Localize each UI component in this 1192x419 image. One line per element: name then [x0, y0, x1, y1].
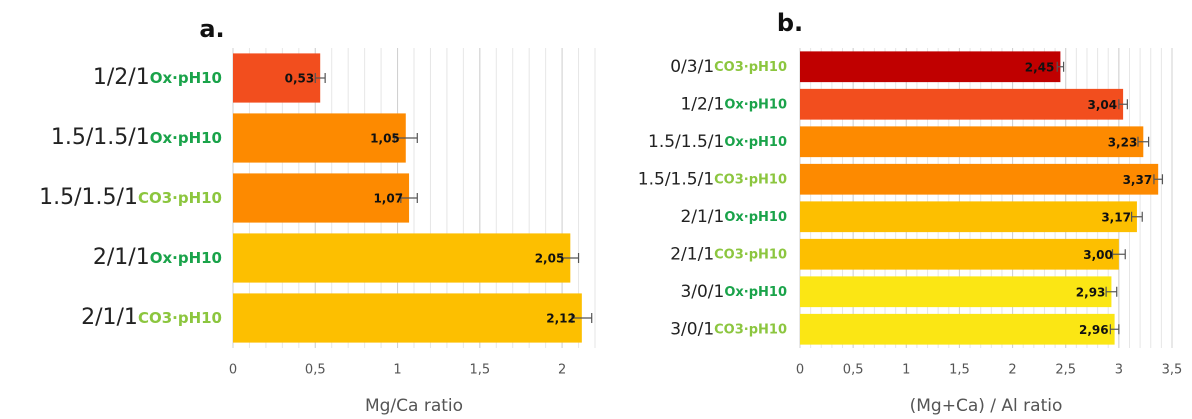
category-label: 1.5/1.5/1CO3·pH10	[39, 185, 222, 210]
category-label: 1/2/1Ox·pH10	[680, 94, 787, 114]
category-name: 1.5/1.5/1	[51, 125, 150, 150]
value-label: 3,17	[1101, 210, 1131, 224]
x-tick-label: 1	[393, 363, 401, 378]
value-label: 3,04	[1087, 98, 1117, 112]
bar	[233, 293, 582, 343]
x-tick-label: 0,5	[843, 363, 864, 378]
panel-title: a.	[199, 15, 224, 43]
category-label: 3/0/1CO3·pH10	[670, 319, 787, 339]
category-label: 1.5/1.5/1Ox·pH10	[51, 125, 222, 150]
category-label: 2/1/1Ox·pH10	[680, 207, 787, 227]
category-suffix: CO3·pH10	[714, 59, 787, 74]
value-label: 1,07	[373, 192, 403, 206]
category-suffix: Ox·pH10	[150, 129, 222, 147]
category-suffix: Ox·pH10	[724, 97, 787, 112]
category-suffix: CO3·pH10	[138, 309, 222, 327]
bar	[800, 51, 1061, 83]
category-suffix: Ox·pH10	[724, 134, 787, 149]
value-label: 3,37	[1123, 173, 1153, 187]
bar	[800, 313, 1115, 345]
bar	[233, 233, 571, 283]
value-label: 1,05	[370, 132, 400, 146]
category-label: 1.5/1.5/1Ox·pH10	[648, 132, 787, 152]
value-label: 2,93	[1076, 285, 1106, 299]
value-label: 2,05	[535, 252, 565, 266]
panel-title: b.	[777, 9, 803, 37]
x-tick-label: 1,5	[949, 363, 970, 378]
category-label: 1/2/1Ox·pH10	[93, 65, 222, 90]
category-name: 0/3/1	[670, 57, 714, 77]
category-suffix: CO3·pH10	[714, 172, 787, 187]
x-tick-label: 3	[1115, 363, 1123, 378]
category-suffix: CO3·pH10	[138, 189, 222, 207]
bar	[233, 113, 406, 163]
category-label: 3/0/1Ox·pH10	[680, 282, 787, 302]
category-label: 2/1/1Ox·pH10	[93, 245, 222, 270]
category-suffix: Ox·pH10	[150, 69, 222, 87]
category-label: 0/3/1CO3·pH10	[670, 57, 787, 77]
category-label: 2/1/1CO3·pH10	[670, 244, 787, 264]
x-tick-label: 0	[229, 363, 237, 378]
category-suffix: CO3·pH10	[714, 247, 787, 262]
bar	[800, 201, 1137, 233]
bar	[233, 53, 321, 103]
x-tick-label: 0	[796, 363, 804, 378]
bar	[800, 276, 1112, 308]
value-label: 0,53	[285, 72, 315, 86]
bar	[800, 238, 1119, 270]
category-suffix: Ox·pH10	[724, 284, 787, 299]
category-suffix: CO3·pH10	[714, 322, 787, 337]
category-label: 2/1/1CO3·pH10	[81, 305, 222, 330]
category-name: 1.5/1.5/1	[39, 185, 138, 210]
bar	[800, 88, 1124, 120]
x-axis-label: (Mg+Ca) / Al ratio	[910, 396, 1063, 416]
category-name: 1.5/1.5/1	[648, 132, 724, 152]
x-tick-label: 1	[902, 363, 910, 378]
category-name: 3/0/1	[680, 282, 724, 302]
category-name: 2/1/1	[680, 207, 724, 227]
category-name: 1/2/1	[93, 65, 150, 90]
category-name: 3/0/1	[670, 319, 714, 339]
value-label: 2,12	[546, 312, 576, 326]
x-tick-label: 1,5	[469, 363, 490, 378]
bar	[800, 163, 1159, 195]
category-suffix: Ox·pH10	[150, 249, 222, 267]
category-name: 1/2/1	[680, 94, 724, 114]
x-axis-label: Mg/Ca ratio	[365, 396, 463, 416]
value-label: 3,23	[1108, 135, 1138, 149]
value-label: 2,45	[1025, 60, 1055, 74]
x-tick-label: 0,5	[305, 363, 326, 378]
category-name: 2/1/1	[93, 245, 150, 270]
bar	[800, 126, 1144, 158]
category-name: 2/1/1	[81, 305, 138, 330]
x-tick-label: 3,5	[1162, 363, 1183, 378]
category-name: 1.5/1.5/1	[638, 169, 714, 189]
value-label: 3,00	[1083, 248, 1113, 262]
x-tick-label: 2	[1008, 363, 1016, 378]
category-label: 1.5/1.5/1CO3·pH10	[638, 169, 787, 189]
x-tick-label: 2	[558, 363, 566, 378]
bar	[233, 173, 410, 223]
category-suffix: Ox·pH10	[724, 209, 787, 224]
x-tick-label: 2,5	[1055, 363, 1076, 378]
category-name: 2/1/1	[670, 244, 714, 264]
value-label: 2,96	[1079, 323, 1109, 337]
